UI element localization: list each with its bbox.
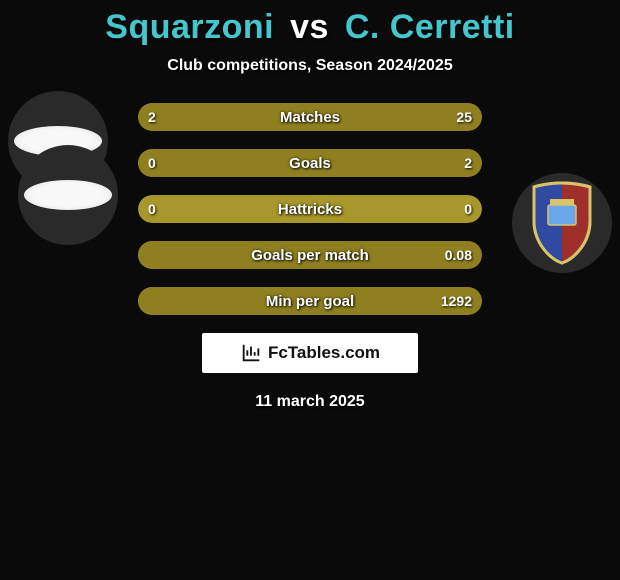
- bar-row: 0.08Goals per match: [138, 241, 482, 269]
- logo-text: FcTables.com: [268, 343, 380, 363]
- chart-area: 225Matches 02Goals 00Hattricks 0.08Goals pe…: [0, 103, 620, 315]
- bar-track: [138, 195, 482, 223]
- bar-fill-right: [138, 149, 482, 177]
- title: Squarzoni vs C. Cerretti: [0, 8, 620, 47]
- team-shield-icon: [526, 181, 598, 265]
- chart-icon: [240, 342, 262, 364]
- comparison-card: Squarzoni vs C. Cerretti Club competitio…: [0, 0, 620, 411]
- comparison-bars: 225Matches 02Goals 00Hattricks 0.08Goals pe…: [138, 103, 482, 315]
- subtitle: Club competitions, Season 2024/2025: [0, 57, 620, 75]
- player2-name: C. Cerretti: [345, 8, 515, 46]
- bar-row: 00Hattricks: [138, 195, 482, 223]
- bar-fill-right: [162, 103, 482, 131]
- logo-box: FcTables.com: [202, 333, 418, 373]
- bar-row: 02Goals: [138, 149, 482, 177]
- bar-row: 1292Min per goal: [138, 287, 482, 315]
- player2-avatar: [512, 173, 612, 273]
- bar-fill-left: [138, 103, 162, 131]
- player1-name: Squarzoni: [105, 8, 274, 46]
- player1-avatar-2: [18, 145, 118, 245]
- vs-text: vs: [290, 8, 329, 46]
- bar-row: 225Matches: [138, 103, 482, 131]
- placeholder-ellipse-icon: [24, 180, 112, 210]
- date-text: 11 march 2025: [0, 393, 620, 411]
- bar-fill-right: [138, 241, 482, 269]
- bar-fill-right: [138, 287, 482, 315]
